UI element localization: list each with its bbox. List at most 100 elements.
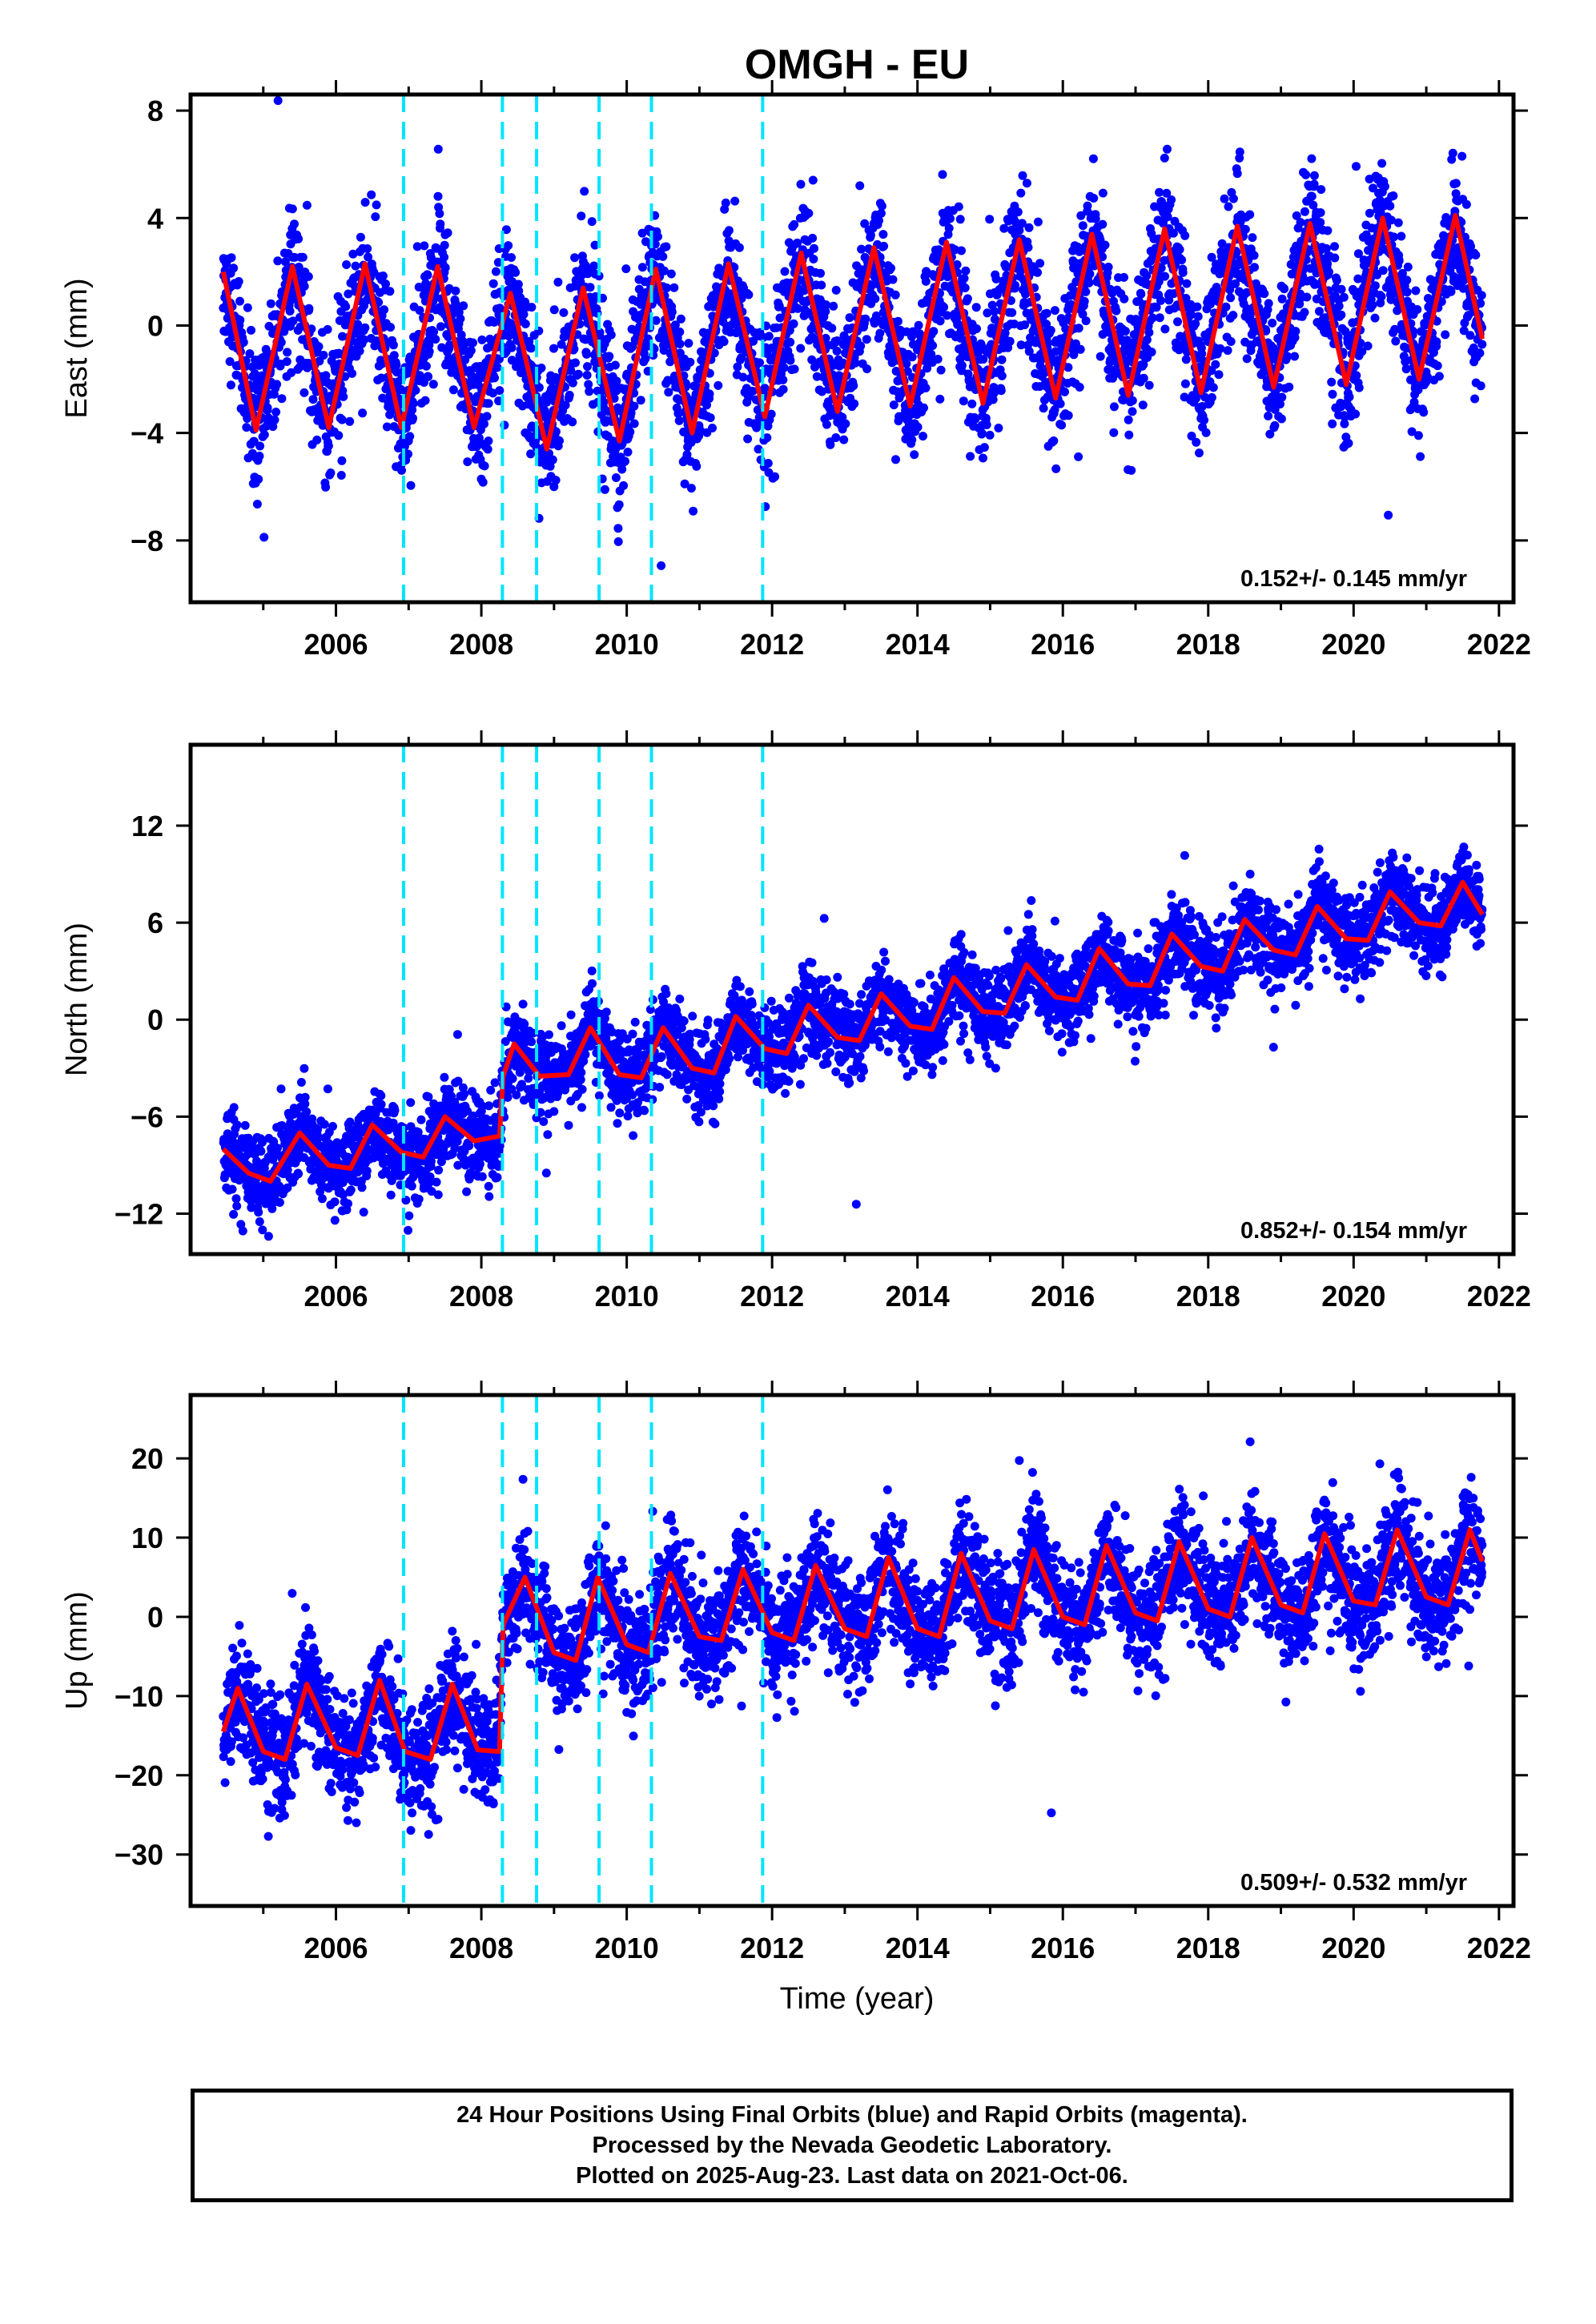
observation-point [587, 217, 597, 227]
observation-point [1076, 211, 1086, 220]
observation-point [321, 371, 331, 380]
observation-point [1353, 274, 1363, 283]
observation-point [914, 320, 923, 330]
observation-point [1242, 354, 1252, 364]
observation-point [1240, 224, 1250, 234]
observation-point [294, 263, 304, 271]
observation-point [923, 364, 932, 373]
observation-point [1011, 280, 1019, 290]
observation-point [921, 384, 931, 392]
observation-point [641, 354, 650, 364]
observation-point [997, 355, 1007, 364]
observation-point [1248, 233, 1257, 243]
observation-point [433, 144, 443, 154]
observation-point [1139, 373, 1148, 383]
observation-point [862, 364, 872, 374]
y-tick-label: −8 [131, 525, 163, 557]
observation-point [1411, 286, 1421, 296]
observation-point [1016, 340, 1026, 350]
observation-point [1180, 231, 1190, 240]
observation-point [1369, 183, 1377, 193]
observation-point [468, 338, 477, 348]
observation-point [879, 241, 889, 251]
observation-point [298, 252, 308, 262]
observation-point [1451, 189, 1461, 199]
observation-point [827, 324, 837, 333]
observation-point [300, 388, 309, 397]
observation-point [1269, 344, 1279, 353]
observation-point [466, 346, 476, 356]
observation-point [243, 303, 252, 312]
observation-point [935, 316, 945, 326]
observation-point [557, 340, 566, 349]
observation-point [919, 432, 927, 441]
observation-point [696, 425, 705, 435]
observation-point [903, 367, 912, 376]
observation-point [408, 399, 418, 408]
observation-point [790, 219, 799, 229]
observation-point [534, 383, 544, 392]
observation-point [674, 416, 684, 425]
observation-point [738, 372, 748, 382]
observation-point [637, 263, 647, 272]
observation-point [1167, 195, 1176, 204]
observation-point [743, 434, 753, 444]
observation-point [559, 308, 569, 317]
observation-point [959, 396, 968, 406]
observation-point [1128, 396, 1137, 405]
observation-point [1160, 271, 1170, 281]
observation-point [1276, 414, 1286, 424]
observation-point [1216, 344, 1225, 353]
observation-point [1006, 296, 1015, 305]
x-tick-label: 2006 [304, 628, 368, 661]
observation-point [323, 324, 332, 334]
observation-point [1154, 277, 1164, 287]
observation-point [611, 473, 621, 482]
observation-point [570, 253, 580, 263]
observation-point [1021, 289, 1030, 299]
observation-point [1013, 207, 1023, 217]
observation-point [266, 299, 275, 308]
observation-point [960, 283, 970, 292]
observation-point [294, 234, 304, 243]
observation-point [228, 1136, 238, 1146]
observation-point [364, 252, 373, 262]
observation-point [1156, 263, 1166, 273]
observation-point [629, 401, 639, 411]
observation-point [1325, 267, 1333, 277]
observation-point [1063, 411, 1073, 420]
observation-point [1200, 416, 1209, 425]
observation-point [780, 267, 790, 276]
observation-point [1397, 231, 1406, 241]
observation-point [513, 279, 523, 289]
observation-point [283, 348, 292, 357]
observation-point [239, 337, 248, 347]
observation-point [1337, 284, 1346, 294]
observation-point [359, 1208, 368, 1217]
observation-point [793, 304, 802, 313]
observation-point [1276, 400, 1284, 409]
observation-point [1000, 328, 1010, 338]
observation-point [939, 303, 949, 312]
observation-point [1393, 306, 1402, 316]
observation-point [300, 1063, 309, 1073]
observation-point [519, 310, 529, 319]
observation-point [421, 361, 431, 371]
observation-point [839, 435, 849, 444]
observation-point [915, 331, 925, 340]
observation-point [1051, 347, 1060, 356]
observation-point [775, 313, 785, 323]
observation-point [527, 303, 537, 312]
observation-point [1182, 279, 1192, 288]
observation-point [831, 433, 841, 442]
observation-point [1471, 251, 1481, 259]
observation-point [793, 238, 802, 247]
observation-point [271, 408, 281, 416]
observation-point [302, 200, 312, 210]
observation-point [478, 477, 488, 487]
observation-point [229, 1209, 239, 1219]
observation-point [675, 340, 685, 348]
observation-point [459, 301, 468, 311]
observation-point [841, 419, 850, 428]
